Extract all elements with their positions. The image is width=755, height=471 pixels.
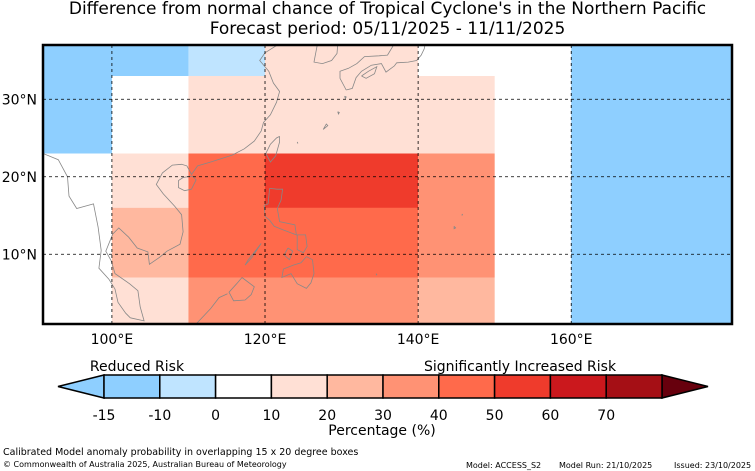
coastline-segment-18 [296, 141, 299, 144]
anomaly-cell-6 [571, 45, 732, 324]
colorbar-swatch-zero [214, 374, 273, 399]
anomaly-cell-4 [188, 76, 419, 154]
anomaly-cell-13 [418, 153, 495, 278]
issued-date: Issued: 23/10/2025 [674, 461, 752, 470]
lon-tick-label: 100°E [91, 332, 134, 348]
coastline-segment-1 [105, 45, 281, 322]
anomaly-cell-9 [111, 277, 189, 324]
coastline [43, 45, 464, 324]
lon-tick-label: 160°E [550, 332, 593, 348]
copyright-text: © Commonwealth of Australia 2025, Austra… [3, 460, 287, 469]
lon-tick-label: 140°E [397, 332, 440, 348]
anomaly-cell-3 [265, 45, 419, 76]
colorbar-swatch-p60 [605, 374, 663, 399]
colorbar-tick-label: -10 [148, 408, 171, 424]
colorbar-swatch-p50 [549, 374, 607, 399]
coastline-segment-4 [263, 188, 297, 236]
colorbar-swatch-neg15 [103, 374, 161, 399]
lat-tick-label: 20°N [2, 170, 37, 186]
anomaly-cell-12 [188, 277, 419, 324]
coastline-segment-11 [346, 45, 426, 91]
forecast-period: Forecast period: 05/11/2025 - 11/11/2025 [209, 19, 566, 39]
coastline-segment-7 [283, 247, 294, 261]
anomaly-cell-1 [43, 76, 112, 154]
colorbar-tick-label: 30 [374, 408, 392, 424]
coastline-segment-17 [344, 95, 347, 100]
colorbar [57, 374, 709, 399]
anomaly-cell-2 [188, 45, 266, 76]
colorbar-tick-label: 20 [318, 408, 336, 424]
coastline-segment-8 [244, 243, 262, 266]
colorbar-swatch-p20 [382, 374, 440, 399]
coastline-segment-9 [228, 277, 255, 302]
colorbar-swatch-neg10 [159, 374, 217, 399]
colorbar-extend-low [57, 374, 105, 399]
lat-tick-label: 10°N [2, 247, 37, 263]
anomaly-cell-0 [43, 45, 189, 76]
coastline-segment-12 [339, 45, 394, 91]
coastline-segment-20 [461, 213, 464, 216]
colorbar-swatch-p0 [270, 374, 328, 399]
coastline-segment-10 [195, 293, 228, 324]
coastline-segment-21 [375, 273, 378, 276]
coastline-segment-5 [296, 234, 308, 254]
colorbar-tick-label: 70 [597, 408, 615, 424]
lon-tick-label: 120°E [244, 332, 287, 348]
coastline-segment-19 [453, 226, 457, 230]
colorbar-tick-labels: -15 -10 0 10 20 30 40 50 60 70 [93, 408, 616, 424]
increased-risk-label: Significantly Increased Risk [424, 359, 617, 375]
colorbar-label: Percentage (%) [328, 423, 435, 439]
colorbar-tick-label: 0 [211, 408, 220, 424]
anomaly-cell-11 [265, 153, 419, 208]
anomaly-cell-7 [111, 153, 189, 208]
coastline-segment-6 [281, 256, 315, 289]
coastline-segment-13 [361, 65, 378, 79]
reduced-risk-label: Reduced Risk [90, 359, 185, 375]
anomaly-cells [43, 45, 732, 324]
colorbar-tick-label: 50 [486, 408, 504, 424]
colorbar-tick-label: 10 [262, 408, 280, 424]
caption-text: Calibrated Model anomaly probability in … [3, 447, 359, 458]
anomaly-cell-8 [111, 207, 189, 278]
lat-tick-label: 30°N [2, 92, 37, 108]
colorbar-tick-label: 60 [541, 408, 559, 424]
gridlines [43, 45, 732, 324]
coastline-segment-0 [43, 153, 131, 319]
anomaly-cell-5 [418, 76, 495, 154]
colorbar-tick-label: -15 [93, 408, 116, 424]
coastline-segment-16 [337, 111, 340, 116]
model-run-date: Model Run: 21/10/2025 [559, 461, 653, 470]
colorbar-extend-high [661, 374, 709, 399]
colorbar-swatch-p30 [438, 374, 496, 399]
longitude-tick-labels: 100°E 120°E 140°E 160°E [91, 332, 593, 348]
colorbar-tick-label: 40 [430, 408, 448, 424]
coastline-segment-2 [178, 175, 197, 192]
coastline-segment-14 [313, 45, 339, 65]
coastline-segment-3 [265, 136, 280, 163]
model-name: Model: ACCESS_S2 [466, 461, 542, 470]
anomaly-cell-14 [418, 277, 495, 324]
colorbar-swatch-p10 [326, 374, 384, 399]
colorbar-swatch-p40 [493, 374, 552, 399]
map-frame [41, 43, 734, 326]
coastline-segment-15 [322, 123, 329, 130]
map-title: Difference from normal chance of Tropica… [68, 0, 707, 19]
latitude-tick-labels: 10°N 20°N 30°N [2, 92, 37, 263]
